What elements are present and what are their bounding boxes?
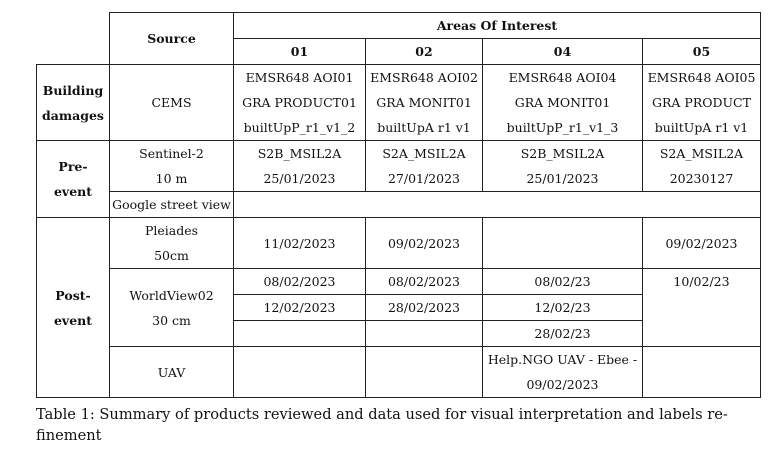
source-google-street-view: Google street view bbox=[109, 191, 234, 218]
sentinel-aoi-02: S2A_MSIL2A 27/01/2023 bbox=[365, 140, 483, 192]
table-caption: Table 1: Summary of products reviewed an… bbox=[36, 404, 760, 446]
cell-line: builtUpP_r1_v1_3 bbox=[506, 120, 619, 135]
sentinel-aoi-04: S2B_MSIL2A 25/01/2023 bbox=[482, 140, 643, 192]
pleiades-aoi-04 bbox=[482, 217, 643, 269]
cems-aoi-02: EMSR648 AOI02 GRA MONIT01 builtUpA r1 v1 bbox=[365, 64, 483, 141]
worldview-aoi-01-date-2: 12/02/2023 bbox=[233, 294, 366, 321]
uav-aoi-04: Help.NGO UAV - Ebee - 09/02/2023 bbox=[482, 346, 643, 398]
uav-aoi-05-empty bbox=[642, 346, 761, 398]
cell-line: S2B_MSIL2A bbox=[257, 146, 342, 161]
cell-line: builtUpA r1 v1 bbox=[654, 120, 749, 135]
source-line: 10 m bbox=[155, 171, 188, 186]
cems-aoi-05: EMSR648 AOI05 GRA PRODUCT builtUpA r1 v1 bbox=[642, 64, 761, 141]
row-label-post-event: Post- event bbox=[36, 217, 110, 398]
row-label-building-damages: Building damages bbox=[36, 64, 110, 141]
products-table: Source Areas Of Interest 01 02 04 05 Bui… bbox=[36, 12, 761, 398]
label-line: damages bbox=[42, 107, 104, 123]
cell-line: EMSR648 AOI02 bbox=[370, 70, 478, 85]
source-line: WorldView02 bbox=[129, 287, 214, 303]
cell-line: EMSR648 AOI05 bbox=[647, 70, 756, 85]
cell-line: 20230127 bbox=[669, 171, 734, 186]
source-cems: CEMS bbox=[109, 64, 234, 141]
worldview-aoi-01-date-1: 08/02/2023 bbox=[233, 268, 366, 295]
cell-line: 25/01/2023 bbox=[526, 171, 599, 186]
source-line: 30 cm bbox=[152, 312, 191, 328]
cell-line: 09/02/2023 bbox=[526, 377, 599, 392]
source-uav: UAV bbox=[109, 346, 234, 398]
cell-line: builtUpP_r1_v1_2 bbox=[243, 120, 356, 135]
label-line: Building bbox=[42, 82, 104, 98]
header-aoi-05: 05 bbox=[642, 38, 761, 65]
cell-line: GRA PRODUCT01 bbox=[242, 95, 357, 110]
uav-aoi-01-empty bbox=[233, 346, 366, 398]
pleiades-aoi-02: 09/02/2023 bbox=[365, 217, 483, 269]
header-source: Source bbox=[109, 12, 234, 65]
cell-line: builtUpA r1 v1 bbox=[377, 120, 471, 135]
sentinel-aoi-05: S2A_MSIL2A 20230127 bbox=[642, 140, 761, 192]
source-line: Pleiades bbox=[144, 223, 199, 238]
source-line: 50cm bbox=[154, 248, 189, 263]
worldview-aoi-04-date-3: 28/02/23 bbox=[482, 320, 643, 347]
caption-line-1: Table 1: Summary of products reviewed an… bbox=[36, 406, 728, 423]
sentinel-aoi-01: S2B_MSIL2A 25/01/2023 bbox=[233, 140, 366, 192]
cell-line: S2A_MSIL2A bbox=[382, 146, 466, 161]
label-line: Pre- bbox=[58, 159, 88, 174]
cell-line: S2A_MSIL2A bbox=[659, 146, 744, 161]
cell-line: EMSR648 AOI04 bbox=[508, 70, 617, 85]
cell-line: GRA MONIT01 bbox=[514, 95, 611, 110]
worldview-aoi-02-date-2: 28/02/2023 bbox=[365, 294, 483, 321]
cell-line: S2B_MSIL2A bbox=[520, 146, 605, 161]
worldview-aoi-01-empty bbox=[233, 320, 366, 347]
header-aoi-01: 01 bbox=[233, 38, 366, 65]
worldview-aoi-04-date-2: 12/02/23 bbox=[482, 294, 643, 321]
worldview-aoi-05-date-1: 10/02/23 bbox=[642, 268, 761, 347]
header-aoi-02: 02 bbox=[365, 38, 483, 65]
cems-aoi-01: EMSR648 AOI01 GRA PRODUCT01 builtUpP_r1_… bbox=[233, 64, 366, 141]
cell-line: Help.NGO UAV - Ebee - bbox=[487, 352, 638, 367]
source-sentinel-2: Sentinel-2 10 m bbox=[109, 140, 234, 192]
caption-line-2: finement bbox=[36, 427, 102, 444]
label-line: event bbox=[53, 312, 93, 328]
worldview-aoi-04-date-1: 08/02/23 bbox=[482, 268, 643, 295]
row-label-pre-event: Pre- event bbox=[36, 140, 110, 218]
cell-line: EMSR648 AOI01 bbox=[245, 70, 354, 85]
pleiades-aoi-01: 11/02/2023 bbox=[233, 217, 366, 269]
cell-line: GRA MONIT01 bbox=[376, 95, 472, 110]
google-street-view-empty-cell bbox=[233, 191, 761, 218]
cems-aoi-04: EMSR648 AOI04 GRA MONIT01 builtUpP_r1_v1… bbox=[482, 64, 643, 141]
source-pleiades: Pleiades 50cm bbox=[109, 217, 234, 269]
label-line: event bbox=[53, 184, 93, 199]
worldview-aoi-02-date-1: 08/02/2023 bbox=[365, 268, 483, 295]
source-worldview02: WorldView02 30 cm bbox=[109, 268, 234, 347]
header-empty-cell bbox=[36, 12, 110, 65]
pleiades-aoi-05: 09/02/2023 bbox=[642, 217, 761, 269]
header-aoi-04: 04 bbox=[482, 38, 643, 65]
cell-line: 25/01/2023 bbox=[263, 171, 336, 186]
cell-line: GRA PRODUCT bbox=[652, 95, 751, 110]
cell-line: 27/01/2023 bbox=[387, 171, 461, 186]
label-line: Post- bbox=[55, 287, 91, 303]
source-line: Sentinel-2 bbox=[139, 146, 204, 161]
uav-aoi-02-empty bbox=[365, 346, 483, 398]
worldview-aoi-02-empty bbox=[365, 320, 483, 347]
header-areas-of-interest: Areas Of Interest bbox=[233, 12, 761, 39]
